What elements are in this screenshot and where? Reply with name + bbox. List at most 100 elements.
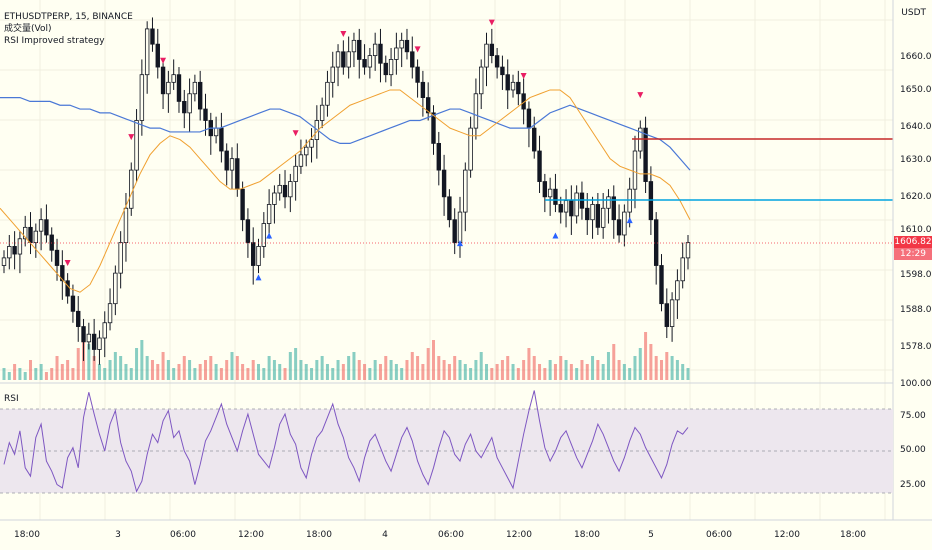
candle-body <box>319 104 325 121</box>
candle-body <box>97 337 102 350</box>
volume-indicator-legend[interactable]: 成交量(Vol) <box>4 24 52 34</box>
volume-bar <box>60 364 64 380</box>
volume-bar <box>659 360 663 380</box>
candle-body <box>563 200 569 213</box>
candle-body <box>431 112 436 144</box>
time-axis[interactable]: 18:00 3 06:00 12:00 18:00 4 06:00 12:00 18:00 5 06… <box>14 530 866 540</box>
volume-bar <box>331 368 335 380</box>
candle-body <box>182 101 187 114</box>
price-tick-label: 1630.00 <box>900 155 932 165</box>
time-tick-label: 18:00 <box>574 530 600 540</box>
price-axis[interactable]: 1660.00 1650.00 1640.00 1630.00 1620.00 1610.… <box>900 52 932 389</box>
rsi-axis[interactable]: 75.00 50.00 25.00 <box>900 411 926 490</box>
candle-body <box>558 204 563 213</box>
volume-bar <box>230 352 234 380</box>
candle-body <box>590 204 595 221</box>
volume-bar <box>389 360 393 380</box>
candle-body <box>86 333 92 343</box>
short-signal-arrow <box>292 130 299 137</box>
candle-body <box>113 272 118 305</box>
candle-body <box>266 204 272 224</box>
strategy-legend[interactable]: RSI Improved strategy <box>4 36 105 46</box>
candle-body <box>494 55 500 68</box>
volume-bar <box>161 352 165 380</box>
volume-bar <box>315 360 319 380</box>
candle-body <box>134 120 139 171</box>
volume-bar <box>182 356 186 380</box>
symbol-legend[interactable]: ETHUSDTPERP, 15, BINANCE <box>4 12 133 22</box>
price-tick-label: 1650.00 <box>900 85 932 95</box>
candle-body <box>288 181 293 198</box>
candle-body <box>81 326 86 343</box>
candle-body <box>65 280 70 297</box>
volume-bar <box>135 348 139 380</box>
volume-bar <box>474 360 478 380</box>
volume-bar <box>278 364 282 380</box>
candle-body <box>362 59 367 68</box>
candle-body <box>463 169 468 213</box>
volume-bar <box>410 352 414 380</box>
volume-bar <box>596 360 600 380</box>
volume-bar <box>384 356 388 380</box>
volume-bar <box>214 364 218 380</box>
volume-bar <box>644 332 648 380</box>
volume-bar <box>283 368 287 380</box>
volume-bar <box>442 360 446 380</box>
candle-body <box>187 93 192 114</box>
time-tick-label: 18:00 <box>306 530 332 540</box>
volume-bar <box>490 368 494 380</box>
volume-bar <box>71 368 75 380</box>
volume-bar <box>447 364 451 380</box>
candle-body <box>537 150 542 182</box>
candle-body <box>251 242 256 266</box>
volume-bar <box>522 360 526 380</box>
long-signal-arrow <box>457 240 463 247</box>
volume-bar <box>34 368 38 380</box>
time-tick-label: 06:00 <box>706 530 732 540</box>
volume-bar <box>458 360 462 380</box>
volume-bar <box>288 352 292 380</box>
volume-bar <box>166 360 170 380</box>
volume-bar <box>675 360 679 380</box>
volume-bar <box>172 368 176 380</box>
candle-body <box>351 39 357 53</box>
candle-body <box>304 146 309 156</box>
volume-bar <box>140 340 144 380</box>
volume-bar <box>156 364 160 380</box>
candle-body <box>155 43 160 68</box>
volume-bar <box>44 372 48 380</box>
volume-bar <box>681 364 685 380</box>
time-tick-label: 4 <box>382 530 388 540</box>
candle-body <box>335 51 341 68</box>
volume-bar <box>66 360 70 380</box>
candle-body <box>60 265 65 282</box>
volume-bar <box>257 364 261 380</box>
candle-body <box>144 28 150 76</box>
candle-body <box>203 108 208 121</box>
candle-body <box>436 142 441 171</box>
candle-body <box>457 211 463 244</box>
short-signal-arrow <box>520 73 527 80</box>
candle-body <box>372 43 378 57</box>
candle-body <box>256 246 261 266</box>
candle-body <box>394 47 399 60</box>
volume-bar <box>97 364 101 380</box>
rsi-pane-legend[interactable]: RSI <box>4 394 19 404</box>
volume-bar <box>416 356 420 380</box>
candle-body <box>357 39 362 60</box>
volume-bar <box>437 356 441 380</box>
volume-bar <box>500 360 504 380</box>
candle-body <box>616 219 622 236</box>
volume-bar <box>267 356 271 380</box>
candle-body <box>282 184 288 198</box>
volume-bar <box>469 368 473 380</box>
horizontal-level-lines[interactable] <box>0 138 893 244</box>
candle-body <box>669 299 675 327</box>
volume-bar <box>251 360 255 380</box>
currency-label[interactable]: USDT <box>901 8 926 18</box>
volume-bar <box>325 364 329 380</box>
volume-bar <box>665 352 669 380</box>
volume-bar <box>363 364 367 380</box>
